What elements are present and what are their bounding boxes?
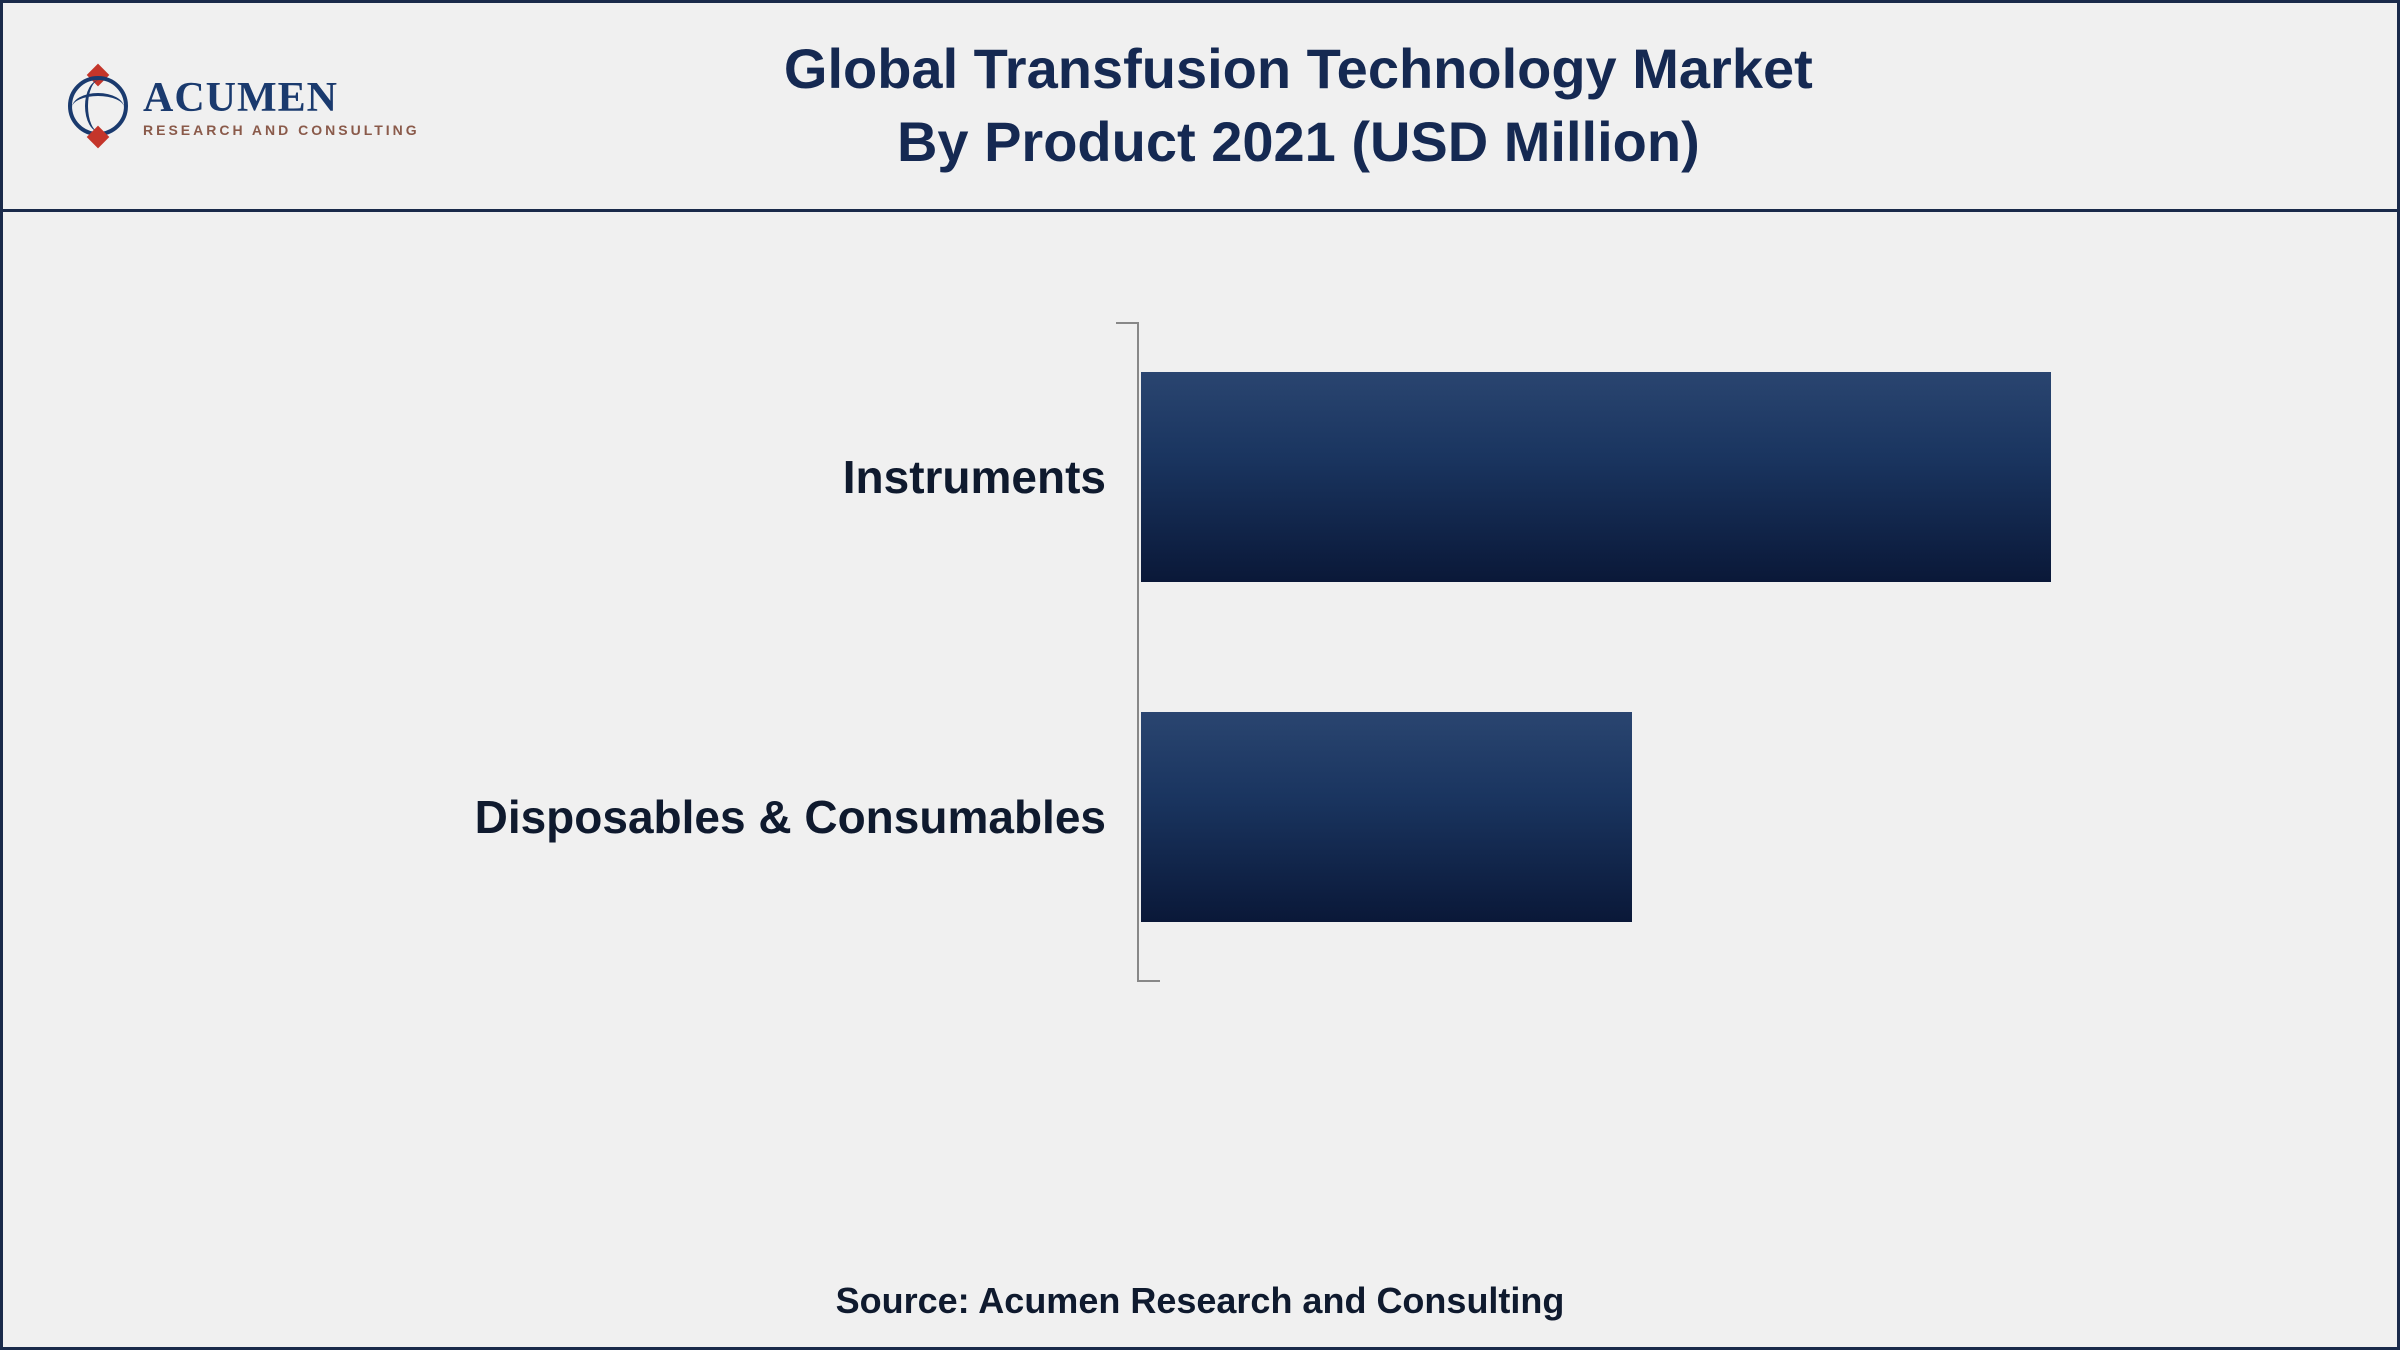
bar-label-disposables: Disposables & Consumables bbox=[475, 790, 1106, 844]
y-axis-line bbox=[1137, 322, 1139, 982]
title-wrapper: Global Transfusion Technology Market By … bbox=[460, 33, 2337, 179]
x-axis-tick bbox=[1137, 980, 1160, 982]
chart-area: Instruments Disposables & Consumables So… bbox=[3, 212, 2397, 1347]
logo-tagline: RESEARCH AND CONSULTING bbox=[143, 122, 420, 138]
title-line-2: By Product 2021 (USD Million) bbox=[460, 106, 2137, 179]
bar-label-instruments: Instruments bbox=[843, 450, 1106, 504]
logo-text-wrapper: ACUMEN RESEARCH AND CONSULTING bbox=[143, 74, 420, 138]
bar-disposables bbox=[1141, 712, 1632, 922]
y-axis-tick-top bbox=[1116, 322, 1139, 324]
chart-inner: Instruments Disposables & Consumables bbox=[123, 322, 2277, 1042]
main-container: ACUMEN RESEARCH AND CONSULTING Global Tr… bbox=[0, 0, 2400, 1350]
title-line-1: Global Transfusion Technology Market bbox=[460, 33, 2137, 106]
logo-wrapper: ACUMEN RESEARCH AND CONSULTING bbox=[63, 71, 420, 141]
header-section: ACUMEN RESEARCH AND CONSULTING Global Tr… bbox=[3, 3, 2397, 212]
logo-globe-icon bbox=[63, 71, 133, 141]
logo-name: ACUMEN bbox=[143, 74, 420, 122]
source-text: Source: Acumen Research and Consulting bbox=[836, 1280, 1565, 1322]
bar-instruments bbox=[1141, 372, 2051, 582]
